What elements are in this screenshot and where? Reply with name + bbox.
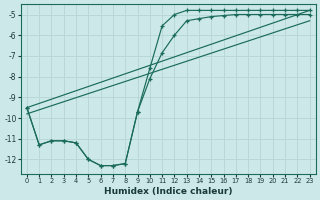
X-axis label: Humidex (Indice chaleur): Humidex (Indice chaleur)	[104, 187, 233, 196]
